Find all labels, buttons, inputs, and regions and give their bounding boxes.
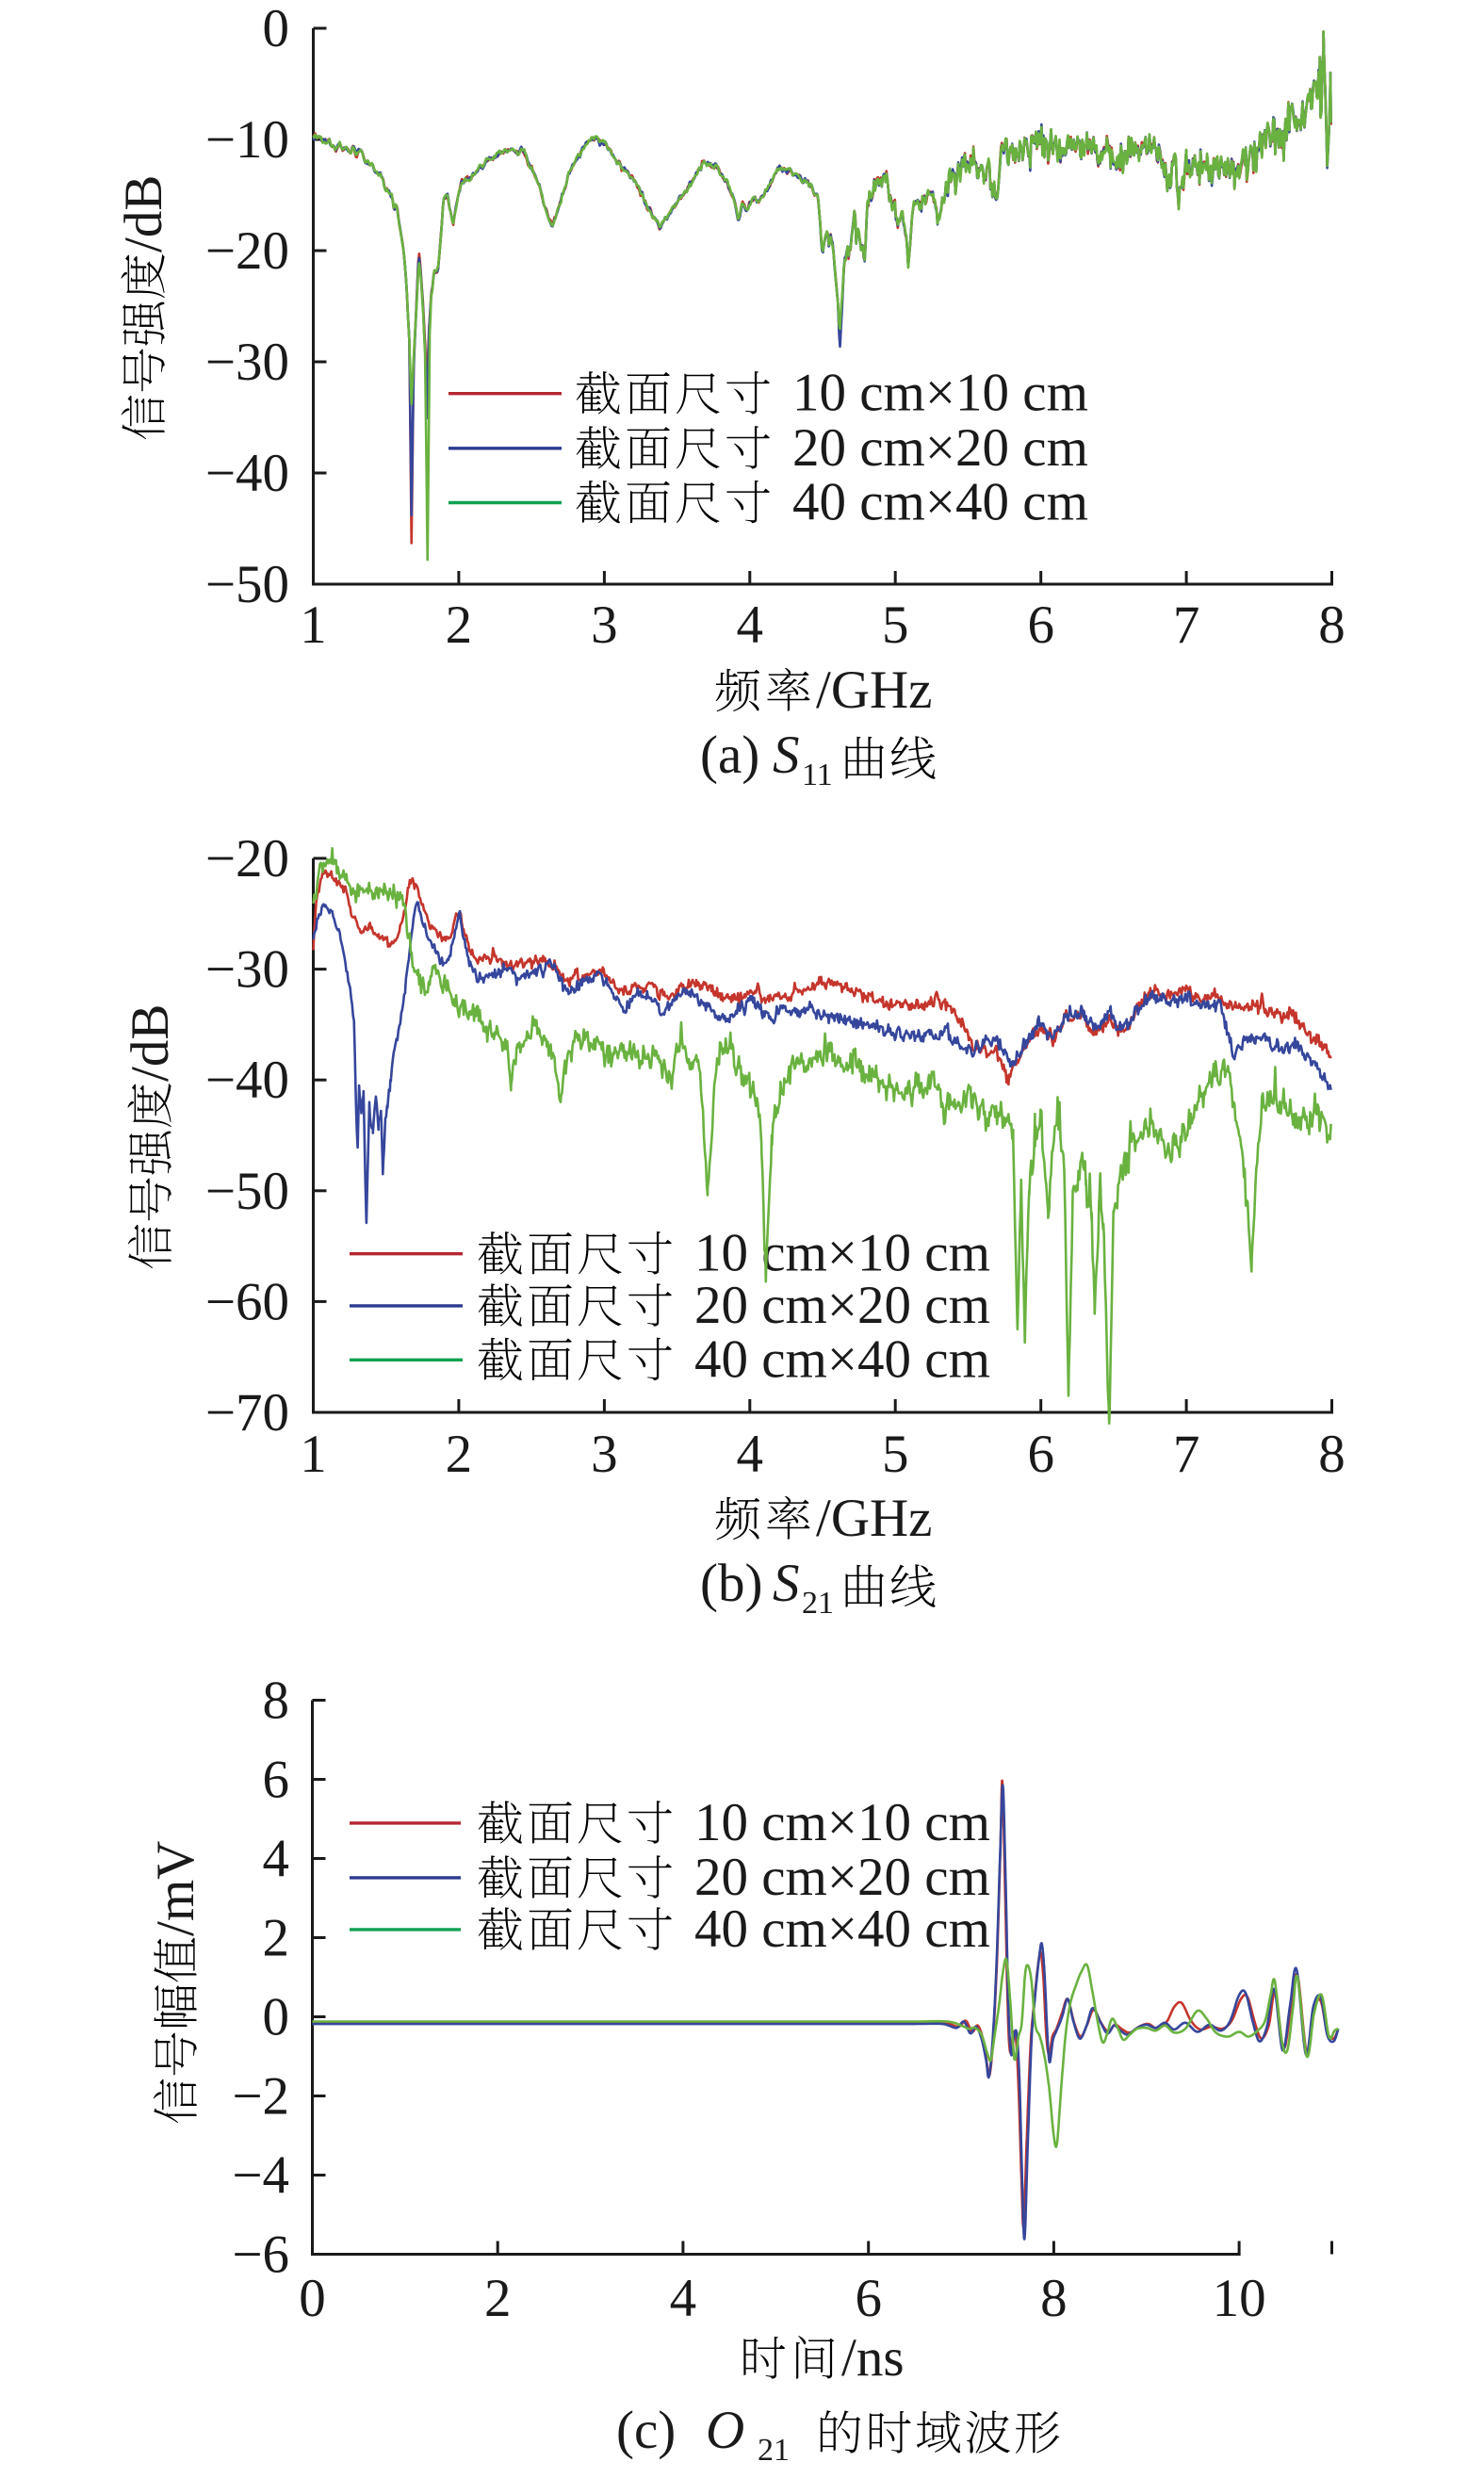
svg-text:0: 0 [299, 2269, 326, 2328]
svg-text:5: 5 [882, 595, 909, 655]
svg-text:6: 6 [263, 1751, 290, 1810]
svg-text:10 cm×10 cm: 10 cm×10 cm [792, 364, 1088, 423]
svg-text:8: 8 [1040, 2269, 1068, 2328]
svg-text:/dB: /dB [114, 175, 173, 253]
svg-text:10 cm×10 cm: 10 cm×10 cm [694, 1793, 990, 1852]
svg-text:10 cm×10 cm: 10 cm×10 cm [694, 1224, 990, 1283]
svg-text:−30: −30 [205, 333, 289, 392]
svg-text:1: 1 [300, 595, 327, 655]
svg-text:/dB: /dB [121, 1004, 180, 1082]
svg-text:−20: −20 [205, 221, 289, 281]
svg-text:−50: −50 [205, 555, 289, 614]
svg-text:3: 3 [591, 595, 618, 655]
svg-text:−40: −40 [205, 1051, 289, 1110]
svg-text:0: 0 [263, 1988, 290, 2047]
svg-text:/ns: /ns [841, 2328, 905, 2388]
svg-text:11: 11 [802, 758, 833, 792]
svg-text:−60: −60 [205, 1272, 289, 1331]
svg-text:40 cm×40 cm: 40 cm×40 cm [694, 1899, 990, 1959]
svg-text:−40: −40 [205, 444, 289, 503]
svg-text:−6: −6 [232, 2225, 289, 2285]
svg-text:40 cm×40 cm: 40 cm×40 cm [694, 1329, 990, 1389]
svg-text:10: 10 [1213, 2269, 1266, 2328]
svg-text:5: 5 [882, 1425, 909, 1484]
svg-text:2: 2 [484, 2269, 512, 2328]
svg-text:2: 2 [446, 1425, 473, 1484]
svg-text:2: 2 [263, 1909, 290, 1968]
svg-text:8: 8 [1318, 1425, 1345, 1484]
svg-text:S: S [773, 725, 800, 785]
svg-text:/mV: /mV [146, 1841, 205, 1936]
svg-text:−30: −30 [205, 940, 289, 1000]
svg-text:O: O [706, 2401, 744, 2460]
svg-text:(a): (a) [700, 725, 759, 785]
svg-text:40 cm×40 cm: 40 cm×40 cm [792, 473, 1088, 532]
svg-text:4: 4 [670, 2269, 697, 2328]
svg-text:2: 2 [446, 595, 473, 655]
svg-text:6: 6 [1027, 595, 1054, 655]
svg-text:7: 7 [1173, 1425, 1200, 1484]
svg-text:/GHz: /GHz [816, 660, 932, 720]
svg-text:20 cm×20 cm: 20 cm×20 cm [694, 1848, 990, 1907]
svg-text:1: 1 [300, 1425, 327, 1484]
svg-text:−10: −10 [205, 110, 289, 170]
svg-text:−20: −20 [205, 829, 289, 888]
svg-text:20 cm×20 cm: 20 cm×20 cm [792, 418, 1088, 478]
svg-text:8: 8 [1318, 595, 1345, 655]
svg-text:8: 8 [263, 1671, 290, 1731]
svg-text:4: 4 [737, 595, 764, 655]
svg-text:−50: −50 [205, 1162, 289, 1221]
svg-text:7: 7 [1173, 595, 1200, 655]
svg-text:−70: −70 [205, 1383, 289, 1443]
svg-text:20 cm×20 cm: 20 cm×20 cm [694, 1276, 990, 1335]
svg-text:S: S [773, 1554, 800, 1613]
svg-text:−2: −2 [232, 2067, 289, 2127]
svg-text:0: 0 [263, 0, 290, 58]
svg-text:−4: −4 [232, 2146, 289, 2206]
svg-text:3: 3 [591, 1425, 618, 1484]
svg-text:6: 6 [1027, 1425, 1054, 1484]
svg-text:(b): (b) [700, 1554, 762, 1613]
svg-text:4: 4 [263, 1830, 290, 1889]
svg-text:(c): (c) [616, 2401, 676, 2460]
svg-text:6: 6 [855, 2269, 882, 2328]
svg-text:21: 21 [802, 1586, 834, 1621]
svg-text:21: 21 [758, 2433, 790, 2468]
svg-text:4: 4 [737, 1425, 764, 1484]
svg-text:/GHz: /GHz [816, 1489, 932, 1548]
